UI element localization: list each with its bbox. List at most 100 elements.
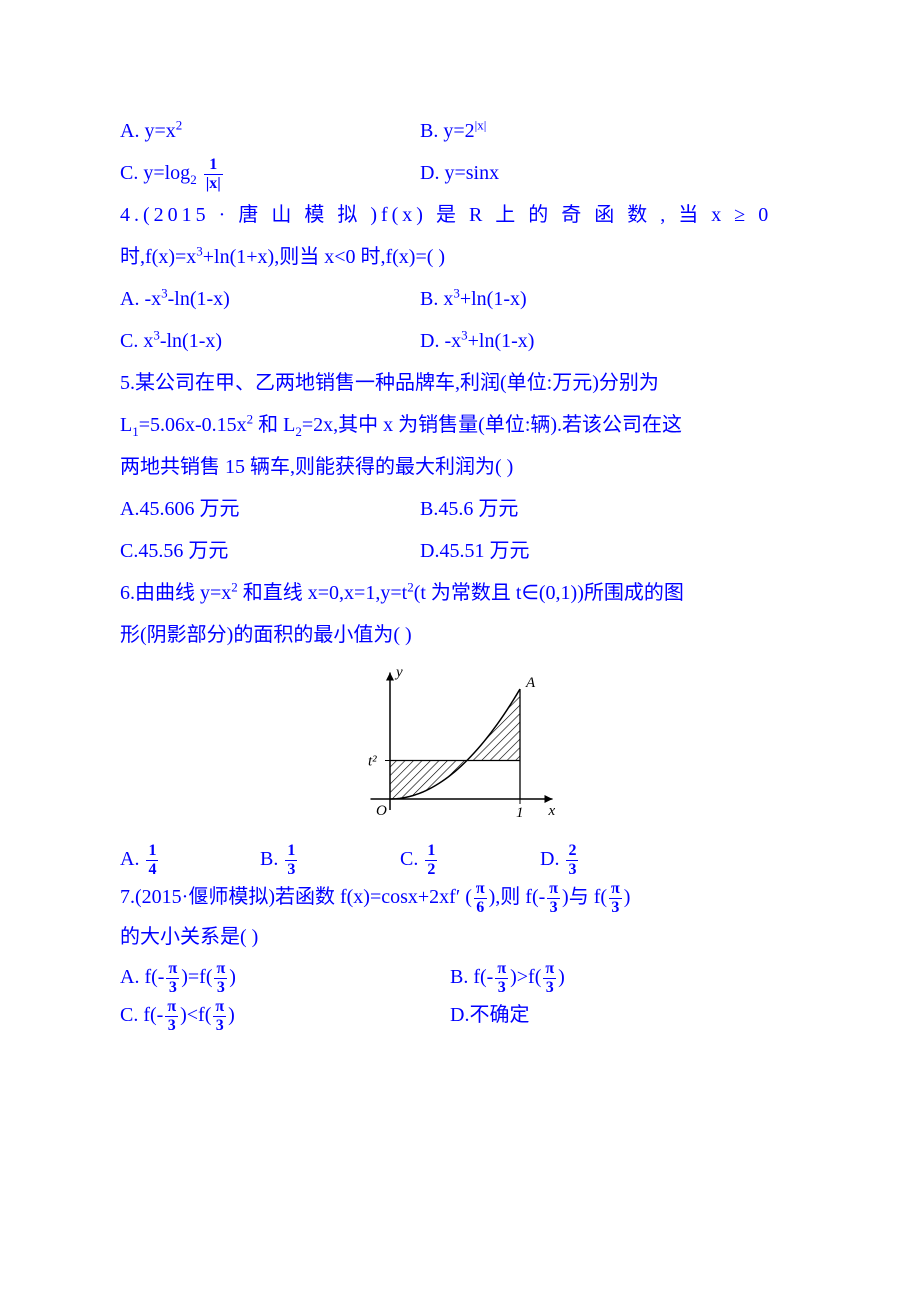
svg-text:x: x [548, 803, 556, 819]
frac1: π3 [166, 961, 179, 996]
sup: |x| [475, 117, 487, 132]
frac-pi3-1: π3 [547, 881, 560, 916]
fraction: 23 [566, 843, 578, 878]
q4-option-C: C. x3-ln(1-x) [120, 320, 420, 362]
svg-text:A: A [525, 675, 536, 691]
q3-option-C: C. y=log2 1 |x| [120, 152, 420, 194]
n: π [166, 961, 179, 979]
numerator: π [609, 881, 622, 899]
numerator: 1 [425, 843, 437, 861]
q6-figure: yxO1At² [340, 664, 580, 834]
pre: 时,f(x)=x [120, 246, 196, 268]
post: =2x,其中 x 为销售量(单位:辆).若该公司在这 [302, 414, 682, 436]
label: B. [420, 498, 438, 520]
q4-options-row1: A. -x3-ln(1-x) B. x3+ln(1-x) [120, 278, 800, 320]
label: C. [400, 848, 418, 870]
q7-stem-line1: 7.(2015·偃师模拟)若函数 f(x)=cosx+2xf′ (π6),则 f… [120, 878, 800, 916]
l2: 和 L [253, 414, 295, 436]
text: y=2 [443, 120, 474, 142]
fraction: 14 [146, 843, 158, 878]
denominator: 4 [146, 861, 158, 878]
q5-stem-line3: 两地共销售 15 辆车,则能获得的最大利润为( ) [120, 446, 800, 488]
q4-option-A: A. -x3-ln(1-x) [120, 278, 420, 320]
lhs: f(- [143, 1004, 163, 1026]
pre: y=log [143, 162, 190, 184]
text: 45.6 万元 [438, 498, 518, 520]
numerator: 2 [566, 843, 578, 861]
lhs: f(- [473, 966, 493, 988]
mid: 和直线 x=0,x=1,y=t [243, 582, 407, 604]
q7-option-C: C. f(-π3)<f(π3) [120, 996, 450, 1034]
q5-option-C: C.45.56 万元 [120, 530, 420, 572]
denominator: 3 [566, 861, 578, 878]
q6-option-D: D. 23 [540, 840, 680, 878]
q3-options-row1: A. y=x2 B. y=2|x| [120, 110, 800, 152]
mid: =5.06x-0.15x [139, 414, 247, 436]
label: B. [260, 848, 278, 870]
fraction: 13 [285, 843, 297, 878]
q6-option-A: A. 14 [120, 840, 260, 878]
n: π [214, 961, 227, 979]
pre: x [443, 288, 453, 310]
sub: 2 [190, 172, 197, 187]
fraction: 1 |x| [204, 157, 223, 192]
denominator: 3 [285, 861, 297, 878]
numerator: 1 [285, 843, 297, 861]
pre: -x [444, 330, 461, 352]
q5-option-A: A.45.606 万元 [120, 488, 420, 530]
denominator: 3 [547, 899, 560, 916]
frac2: π3 [213, 999, 226, 1034]
svg-text:t²: t² [368, 754, 377, 770]
rel: = [188, 966, 199, 988]
pre: -x [144, 288, 161, 310]
q6-figure-wrap: yxO1At² [120, 664, 800, 834]
frac2: π3 [543, 961, 556, 996]
post: (t 为常数且 t∈(0,1))所围成的图 [414, 582, 684, 604]
pre: 6.由曲线 y=x [120, 582, 231, 604]
q4-option-B: B. x3+ln(1-x) [420, 278, 720, 320]
d: 3 [166, 979, 179, 996]
frac-pi3-2: π3 [609, 881, 622, 916]
d: 3 [165, 1017, 178, 1034]
q7-stem-line2: 的大小关系是( ) [120, 916, 800, 958]
q4-stem-line1: 4.(2015 · 唐 山 模 拟 )f(x) 是 R 上 的 奇 函 数 , … [120, 194, 800, 236]
fraction: 12 [425, 843, 437, 878]
q6-options: A. 14 B. 13 C. 12 D. 23 [120, 840, 800, 878]
post: -ln(1-x) [160, 330, 222, 352]
label: D. [420, 330, 439, 352]
label: C. [120, 330, 138, 352]
q5-options-row1: A.45.606 万元 B.45.6 万元 [120, 488, 800, 530]
label: D. [420, 162, 439, 184]
page: A. y=x2 B. y=2|x| C. y=log2 1 |x| D. y=s… [0, 0, 920, 1302]
pre: x [143, 330, 153, 352]
label: B. [420, 120, 438, 142]
frac-pi6: π6 [474, 881, 487, 916]
q6-option-C: C. 12 [400, 840, 540, 878]
numerator: 1 [204, 157, 223, 175]
mid2: )与 f( [562, 886, 607, 908]
label: D. [420, 540, 439, 562]
rhs: f( [528, 966, 541, 988]
label: B. [420, 288, 438, 310]
q7-options-row1: A. f(-π3)=f(π3) B. f(-π3)>f(π3) [120, 958, 800, 996]
svg-text:1: 1 [516, 805, 524, 821]
d: 3 [495, 979, 508, 996]
text: 45.56 万元 [138, 540, 228, 562]
text: 不确定 [469, 1004, 529, 1026]
label: D. [450, 1004, 469, 1026]
rel: < [187, 1004, 198, 1026]
q3-options-row2: C. y=log2 1 |x| D. y=sinx [120, 152, 800, 194]
denominator: |x| [204, 175, 223, 192]
q7-option-B: B. f(-π3)>f(π3) [450, 958, 565, 996]
numerator: π [547, 881, 560, 899]
q7-option-A: A. f(-π3)=f(π3) [120, 958, 450, 996]
label: A. [120, 288, 139, 310]
pre: 7.(2015·偃师模拟)若函数 f(x)=cosx+2xf′ ( [120, 886, 472, 908]
text: y=sinx [444, 162, 499, 184]
q7-option-D: D.不确定 [450, 996, 529, 1034]
denominator: 2 [425, 861, 437, 878]
lhs: f(- [144, 966, 164, 988]
label: C. [120, 540, 138, 562]
post: +ln(1-x) [468, 330, 535, 352]
q6-stem-line1: 6.由曲线 y=x2 和直线 x=0,x=1,y=t2(t 为常数且 t∈(0,… [120, 572, 800, 614]
